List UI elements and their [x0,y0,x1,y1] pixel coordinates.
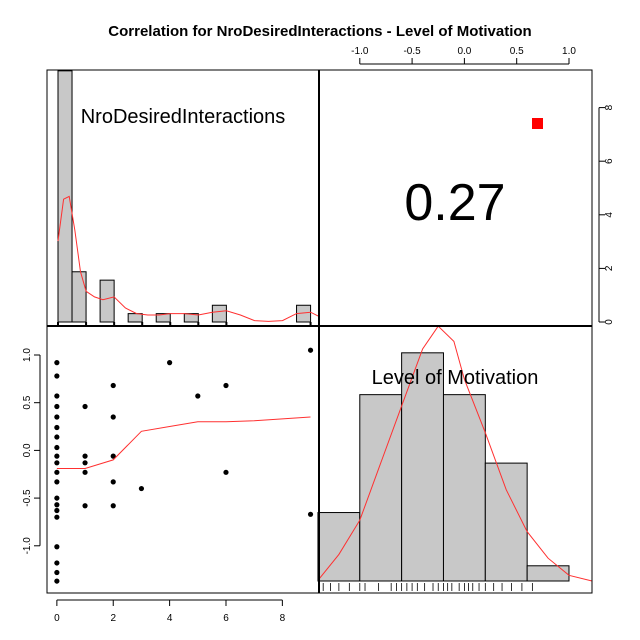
right-axis-label-2: 4 [604,212,615,218]
hist-nro-bar-7 [155,313,171,323]
scatter-point-17 [54,560,60,566]
scatter-point-19 [54,578,60,584]
bottom-axis-label-2: 4 [167,613,173,624]
hist-motivation-bar-4 [484,462,528,582]
right-axis-label-3: 6 [604,158,615,164]
hist-motivation-bar-3 [442,394,486,582]
scatter-point-33 [223,382,229,389]
scatter-point-4 [54,414,60,420]
left-axis: -1.0 -0.5 0.0 0.5 1.0 [22,348,41,555]
hist-nro-bar-11 [211,304,227,323]
hist-nro-bar-3 [99,279,115,323]
hist-motivation [317,325,593,591]
scatter-point-28 [110,479,116,485]
left-axis-label-3: 0.5 [22,395,33,409]
scatter-point-1 [54,373,60,379]
scatter-point-8 [54,453,60,459]
left-axis-label-0: -1.0 [22,537,33,555]
scatter-point-34 [223,469,229,475]
bottom-axis-label-0: 0 [54,613,60,624]
scatter-point-36 [307,511,314,517]
top-axis-label-2: 0.0 [457,46,471,57]
scatter-point-22 [82,460,88,466]
diag-label-nro: NroDesiredInteractions [81,106,286,128]
hist-nro-bar-0 [57,70,73,323]
bottom-axis: 0 2 4 6 8 [54,599,286,624]
hist-motivation-bar-2 [401,352,444,582]
scatter-point-30 [138,485,145,492]
right-axis-label-1: 2 [604,265,615,271]
scatter-panel [54,347,314,584]
scatter-point-9 [54,460,60,466]
left-axis-label-1: -0.5 [22,489,33,507]
scatter-point-25 [110,382,116,389]
scatter-point-14 [54,507,60,514]
scatter-point-15 [54,514,60,520]
loess-smoother [56,416,311,469]
diag-label-motivation: Level of Motivation [372,367,539,389]
scatter-point-23 [82,469,88,475]
hist-nro-bar-9 [183,313,199,323]
left-axis-label-2: 0.0 [22,443,33,457]
scatter-point-16 [54,544,60,550]
top-axis-label-3: 0.5 [510,46,524,57]
scatter-point-24 [82,503,88,509]
scatter-point-2 [54,393,60,399]
scatter-point-26 [110,414,116,420]
right-axis-label-0: 0 [604,319,615,325]
top-axis-label-0: -1.0 [351,46,369,57]
density-motivation [318,325,593,582]
scatter-point-6 [54,434,60,440]
density-nro [57,195,320,322]
scatter-point-13 [54,502,60,508]
top-axis-label-1: -0.5 [403,46,421,57]
scatter-point-11 [54,479,60,485]
scatter-point-35 [307,347,314,353]
chart-title: Correlation for NroDesiredInteractions -… [108,23,531,40]
bottom-axis-label-1: 2 [110,613,116,624]
significance-marker [532,118,543,129]
right-axis-label-4: 8 [604,104,615,110]
scatter-point-21 [82,453,88,459]
scatter-point-29 [110,503,116,509]
right-axis: 0 2 4 6 8 [598,104,615,325]
hist-motivation-bar-0 [317,512,361,582]
hist-motivation-bar-5 [526,565,570,582]
scatter-point-18 [54,569,60,576]
top-axis-label-4: 1.0 [562,46,576,57]
hist-nro-bar-1 [71,271,87,323]
hist-nro-bar-5 [127,313,143,323]
correlation-value: 0.27 [404,174,505,232]
bottom-axis-label-4: 8 [280,613,286,624]
scatter-point-3 [54,403,60,410]
top-axis: -1.0 -0.5 0.0 0.5 1.0 [351,46,576,65]
scatter-point-31 [167,360,173,366]
scatter-point-0 [54,360,60,366]
left-axis-label-4: 1.0 [22,348,33,362]
scatter-point-5 [54,424,60,431]
bottom-axis-label-3: 6 [223,613,229,624]
scatter-point-10 [54,469,60,475]
panel-frame-bottom-left [46,325,320,594]
scatter-point-12 [54,495,60,501]
scatter-point-32 [195,393,201,399]
scatter-point-7 [54,444,60,451]
scatter-point-27 [110,453,116,459]
scatter-point-20 [82,403,88,410]
